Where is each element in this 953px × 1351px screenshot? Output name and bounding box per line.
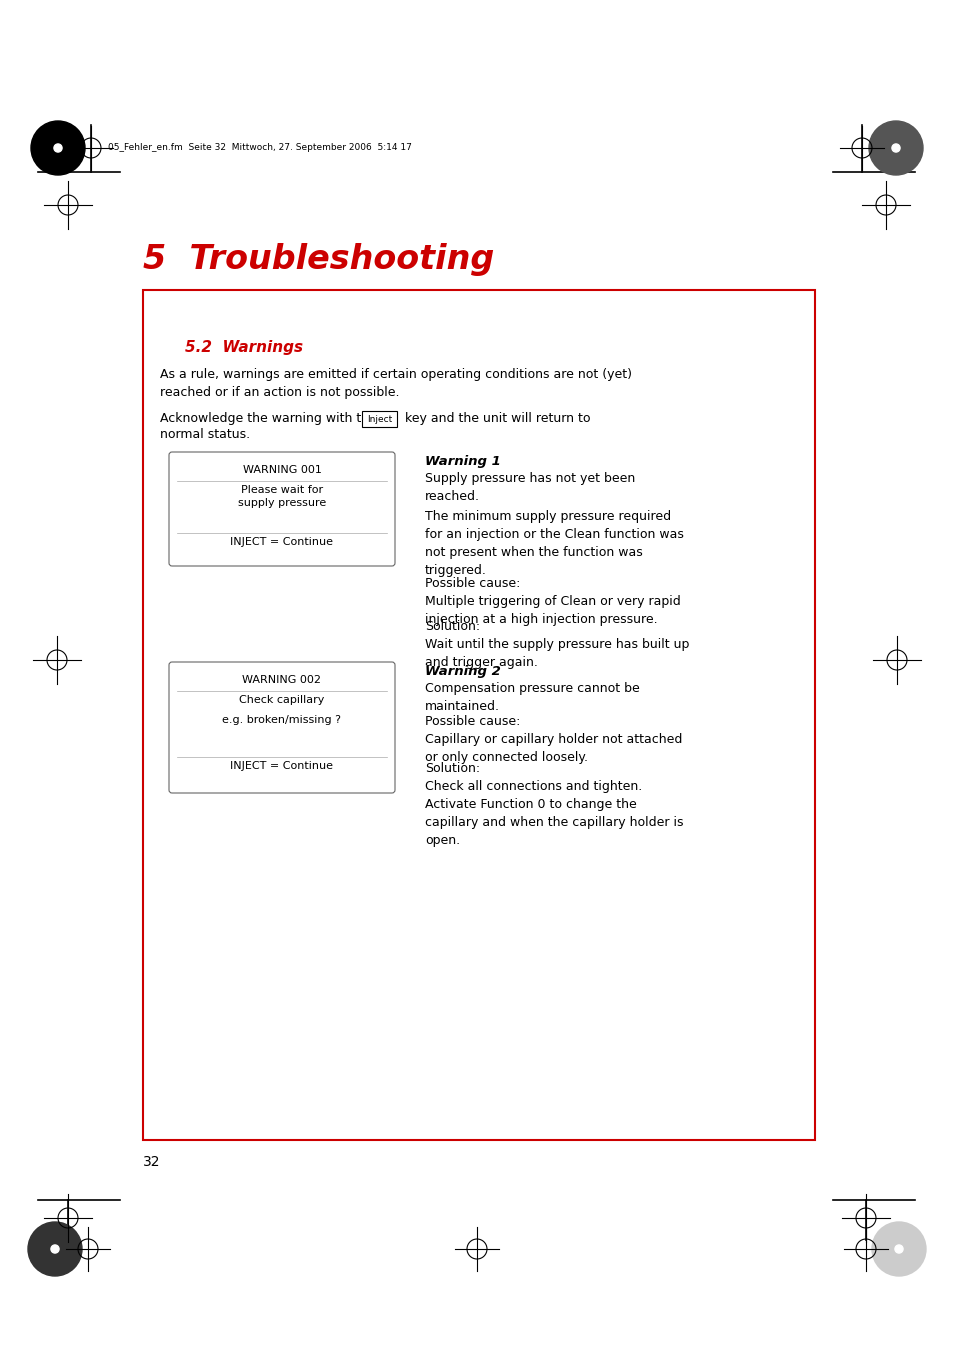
Circle shape xyxy=(871,1223,925,1275)
Text: 32: 32 xyxy=(143,1155,160,1169)
Text: WARNING 001: WARNING 001 xyxy=(242,465,321,476)
Text: 05_Fehler_en.fm  Seite 32  Mittwoch, 27. September 2006  5:14 17: 05_Fehler_en.fm Seite 32 Mittwoch, 27. S… xyxy=(108,143,412,153)
FancyBboxPatch shape xyxy=(169,662,395,793)
Text: Warning 1: Warning 1 xyxy=(424,455,500,467)
Bar xyxy=(143,290,814,1140)
Text: As a rule, warnings are emitted if certain operating conditions are not (yet)
re: As a rule, warnings are emitted if certa… xyxy=(160,367,631,399)
Text: Warning 2: Warning 2 xyxy=(424,665,500,678)
Text: Check capillary: Check capillary xyxy=(239,694,324,705)
Circle shape xyxy=(894,1246,902,1252)
Text: 5  Troubleshooting: 5 Troubleshooting xyxy=(143,243,494,276)
Text: e.g. broken/missing ?: e.g. broken/missing ? xyxy=(222,715,341,725)
Text: normal status.: normal status. xyxy=(160,428,250,440)
Text: Solution:
Wait until the supply pressure has built up
and trigger again.: Solution: Wait until the supply pressure… xyxy=(424,620,689,669)
Circle shape xyxy=(51,1246,59,1252)
Text: Solution:
Check all connections and tighten.
Activate Function 0 to change the
c: Solution: Check all connections and tigh… xyxy=(424,762,682,847)
Circle shape xyxy=(891,145,899,153)
Text: Compensation pressure cannot be
maintained.: Compensation pressure cannot be maintain… xyxy=(424,682,639,713)
Text: Please wait for
supply pressure: Please wait for supply pressure xyxy=(237,485,326,508)
Bar xyxy=(361,411,396,427)
Circle shape xyxy=(28,1223,82,1275)
Text: Supply pressure has not yet been
reached.: Supply pressure has not yet been reached… xyxy=(424,471,635,503)
Text: key and the unit will return to: key and the unit will return to xyxy=(400,412,590,426)
Text: Possible cause:
Capillary or capillary holder not attached
or only connected loo: Possible cause: Capillary or capillary h… xyxy=(424,715,681,765)
Circle shape xyxy=(30,122,85,176)
Circle shape xyxy=(868,122,923,176)
Text: INJECT = Continue: INJECT = Continue xyxy=(231,761,334,771)
FancyBboxPatch shape xyxy=(169,453,395,566)
Text: The minimum supply pressure required
for an injection or the Clean function was
: The minimum supply pressure required for… xyxy=(424,509,683,577)
Text: Acknowledge the warning with the: Acknowledge the warning with the xyxy=(160,412,380,426)
Text: Possible cause:
Multiple triggering of Clean or very rapid
injection at a high i: Possible cause: Multiple triggering of C… xyxy=(424,577,680,626)
Circle shape xyxy=(54,145,62,153)
Text: WARNING 002: WARNING 002 xyxy=(242,676,321,685)
Text: Inject: Inject xyxy=(367,415,392,423)
Text: INJECT = Continue: INJECT = Continue xyxy=(231,536,334,547)
Text: 5.2  Warnings: 5.2 Warnings xyxy=(185,340,303,355)
